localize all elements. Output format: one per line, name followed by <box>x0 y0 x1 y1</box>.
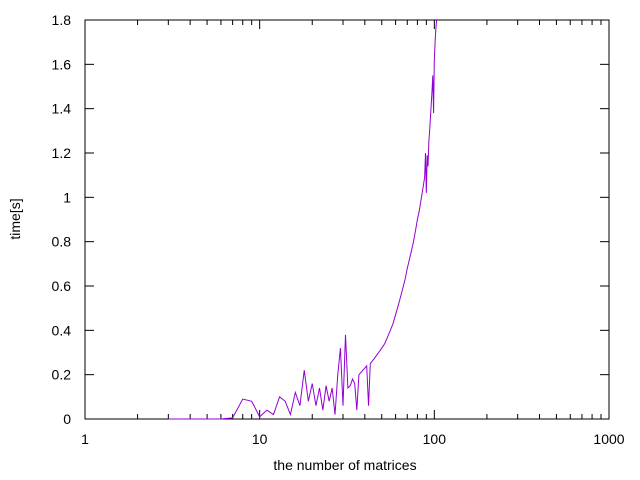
series-line <box>168 19 438 420</box>
y-tick-label: 0.6 <box>52 278 72 294</box>
plot-area: 0 0.2 0.4 0.6 0.8 1 1.2 1.4 1.6 1.8 1 10 100 1000 <box>52 12 625 447</box>
y-axis-title: time[s] <box>7 198 23 239</box>
x-axis-title: the number of matrices <box>273 457 416 473</box>
y-tick-label: 0 <box>63 411 71 427</box>
y-tick-label: 1.2 <box>52 145 72 161</box>
x-tick-label: 100 <box>423 431 447 447</box>
y-tick-label: 1.4 <box>52 101 72 117</box>
y-tick-label: 1.6 <box>52 56 72 72</box>
y-tick-label: 0.8 <box>52 234 72 250</box>
x-tick-label: 1000 <box>593 431 624 447</box>
y-tick-label: 1 <box>63 189 71 205</box>
x-tick-label: 10 <box>252 431 268 447</box>
x-tick-label: 1 <box>81 431 89 447</box>
plot-frame <box>84 19 610 420</box>
y-tick-label: 1.8 <box>52 12 72 28</box>
y-tick-label: 0.4 <box>52 322 72 338</box>
y-tick-label: 0.2 <box>52 367 72 383</box>
